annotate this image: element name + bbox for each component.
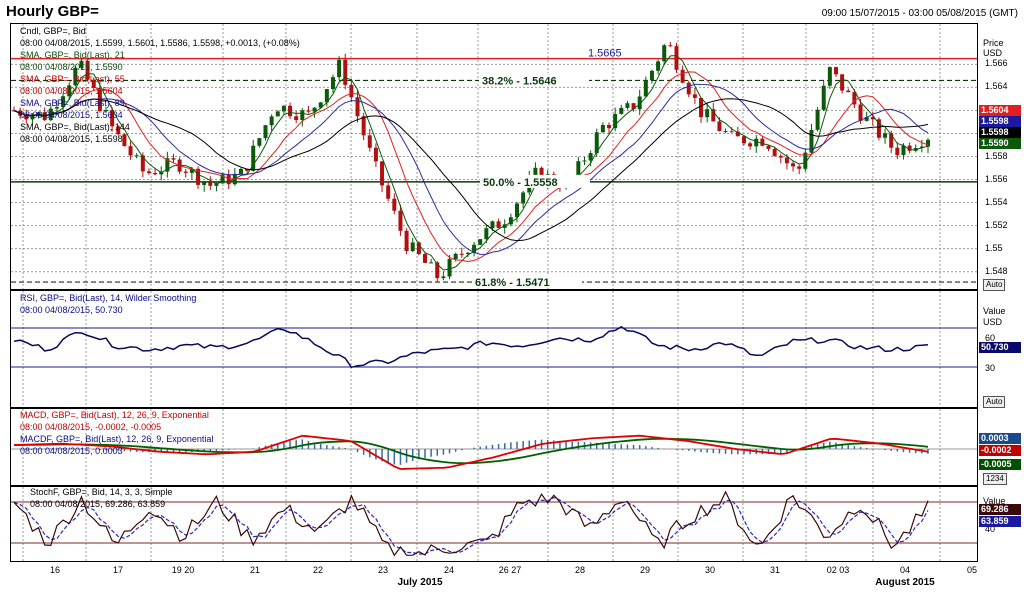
legend-candle-value: 08:00 04/08/2015, 1.5599, 1.5601, 1.5586… xyxy=(20,38,300,48)
price-tag-sma55: 1.5604 xyxy=(979,105,1021,116)
price-tag-sma89: 1.5598 xyxy=(979,116,1021,127)
macd-legend-name: MACD, GBP=, Bid(Last), 12, 26, 9, Expone… xyxy=(20,410,209,420)
legend-sma89-value: 08:00 04/08/2015, 1.5604 xyxy=(20,110,123,120)
price-axis-header: Price xyxy=(983,38,1004,48)
legend-sma21-value: 08:00 04/08/2015, 1.5590 xyxy=(20,62,123,72)
rsi-auto-button[interactable]: Auto xyxy=(983,396,1006,408)
stoch-tag-d: 63.859 xyxy=(979,516,1021,527)
stoch-legend-name: StochF, GBP=, Bid, 14, 3, 3, Simple xyxy=(30,487,173,497)
legend-sma21-name: SMA, GBP=, Bid(Last), 21 xyxy=(20,50,125,60)
price-tick-label: 1.552 xyxy=(985,219,1008,230)
x-month-july: July 2015 xyxy=(397,577,443,588)
macdf-legend-value: 08:00 04/08/2015, 0.0003 xyxy=(20,446,123,456)
rsi-tick-60: 60 xyxy=(985,333,996,343)
x-tick-label: 17 xyxy=(112,565,124,575)
chart-title: Hourly GBP= xyxy=(6,3,99,20)
stoch-tag-k: 69.286 xyxy=(979,504,1021,515)
x-tick-label: 23 xyxy=(377,565,389,575)
x-tick-label: 30 xyxy=(704,565,716,575)
macd-tag-signal: -0.0005 xyxy=(979,459,1021,470)
price-tag-close: 1.5598 xyxy=(979,127,1021,138)
rsi-axis-header: Value xyxy=(983,306,1006,316)
x-tick-label: 05 xyxy=(966,565,978,575)
x-tick-label: 26 27 xyxy=(498,565,522,575)
price-tag-sma21: 1.5590 xyxy=(979,138,1021,149)
macd-legend: MACD, GBP=, Bid(Last), 12, 26, 9, Expone… xyxy=(20,409,213,457)
price-tick-label: 1.558 xyxy=(985,150,1008,161)
rsi-axis-currency: USD xyxy=(983,317,1003,327)
stoch-axis-header: Value xyxy=(983,496,1006,506)
x-tick-label: 24 xyxy=(443,565,455,575)
rsi-legend-name: RSI, GBP=, Bid(Last), 14, Wilder Smoothi… xyxy=(20,293,197,303)
price-tick-label: 1.554 xyxy=(985,196,1008,207)
price-legend: Cndl, GBP=, Bid 08:00 04/08/2015, 1.5599… xyxy=(20,25,300,145)
x-tick-label: 04 xyxy=(899,565,911,575)
legend-sma144-value: 08:00 04/08/2015, 1.5598 xyxy=(20,134,123,144)
macdf-legend-name: MACDF, GBP=, Bid(Last), 12, 26, 9, Expon… xyxy=(20,434,214,444)
legend-sma55-value: 08:00 04/08/2015, 1.5604 xyxy=(20,86,123,96)
price-tick-label: 1.556 xyxy=(985,173,1008,184)
stoch-legend: StochF, GBP=, Bid, 14, 3, 3, Simple 08:0… xyxy=(30,486,172,510)
rsi-legend-value: 08:00 04/08/2015, 50.730 xyxy=(20,305,123,315)
price-tick-label: 1.564 xyxy=(985,81,1008,92)
x-tick-label: 19 20 xyxy=(171,565,195,575)
macd-scale-button[interactable]: 1234 xyxy=(983,473,1007,485)
x-tick-label: 31 xyxy=(769,565,781,575)
x-tick-label: 28 xyxy=(574,565,586,575)
legend-candle-name: Cndl, GBP=, Bid xyxy=(20,26,86,36)
legend-sma144-name: SMA, GBP=, Bid(Last), 144 xyxy=(20,122,130,132)
x-month-august: August 2015 xyxy=(875,577,935,588)
price-tick-label: 1.566 xyxy=(985,58,1008,69)
price-tick-label: 1.55 xyxy=(985,242,1003,253)
x-tick-label: 16 xyxy=(49,565,61,575)
macd-tag-macd: -0.0002 xyxy=(979,445,1021,456)
macd-legend-value: 08:00 04/08/2015, -0.0002, -0.0005 xyxy=(20,422,162,432)
x-tick-label: 22 xyxy=(312,565,324,575)
rsi-legend: RSI, GBP=, Bid(Last), 14, Wilder Smoothi… xyxy=(20,292,196,316)
macd-tag-hist: 0.0003 xyxy=(979,433,1021,444)
legend-sma55-name: SMA, GBP=, Bid(Last), 55 xyxy=(20,74,125,84)
stoch-legend-value: 08:00 04/08/2015, 69.286, 63.859 xyxy=(30,499,166,509)
x-tick-label: 21 xyxy=(249,565,261,575)
stoch-tick-40: 40 xyxy=(985,524,996,534)
price-axis-currency: USD xyxy=(983,48,1003,58)
price-auto-button[interactable]: Auto xyxy=(983,279,1006,291)
rsi-tick-30: 30 xyxy=(985,363,996,373)
x-tick-label: 29 xyxy=(639,565,651,575)
rsi-tag: 50.730 xyxy=(979,342,1021,353)
legend-sma89-name: SMA, GBP=, Bid(Last), 89 xyxy=(20,98,125,108)
x-tick-label: 02 03 xyxy=(826,565,850,575)
date-range: 09:00 15/07/2015 - 03:00 05/08/2015 (GMT… xyxy=(821,8,1018,19)
price-tick-label: 1.548 xyxy=(985,265,1008,276)
